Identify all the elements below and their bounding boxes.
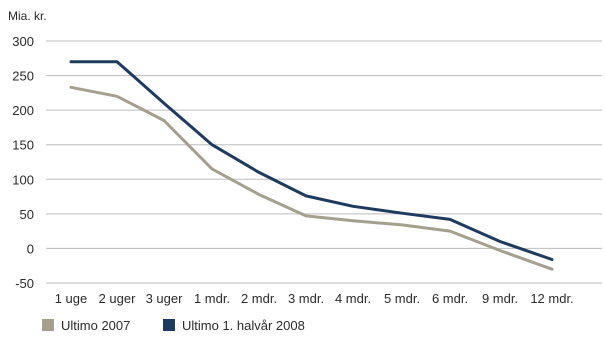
legend: Ultimo 2007 Ultimo 1. halvår 2008 xyxy=(42,318,305,333)
y-tick-label: 300 xyxy=(12,34,34,49)
x-tick-label: 6 mdr. xyxy=(432,291,468,306)
series-lines xyxy=(69,60,554,271)
x-tick-label: 3 mdr. xyxy=(288,291,324,306)
x-tick-label: 2 uger xyxy=(99,291,137,306)
gridlines xyxy=(46,40,602,284)
x-tick-labels: 1 uge 2 uger 3 uger 1 mdr. 2 mdr. 3 mdr. 4 mdr… xyxy=(55,291,574,306)
x-tick-label: 4 mdr. xyxy=(335,291,371,306)
x-tick-label: 3 uger xyxy=(146,291,184,306)
x-tick-label: 5 mdr. xyxy=(384,291,420,306)
legend-label-ultimo-2007: Ultimo 2007 xyxy=(61,318,130,333)
legend-swatch-ultimo-halvaar-2008 xyxy=(163,319,175,331)
y-tick-label: 50 xyxy=(20,207,34,222)
x-tick-label: 9 mdr. xyxy=(482,291,518,306)
y-tick-label: 0 xyxy=(27,241,34,256)
x-tick-label: 1 uge xyxy=(55,291,88,306)
series-line-ultimo-halvaar-2008 xyxy=(69,60,554,261)
y-tick-label: -50 xyxy=(15,276,34,291)
legend-swatch-ultimo-2007 xyxy=(42,319,54,331)
x-tick-label: 2 mdr. xyxy=(241,291,277,306)
y-tick-label: 100 xyxy=(12,172,34,187)
legend-label-ultimo-halvaar-2008: Ultimo 1. halvår 2008 xyxy=(182,318,305,333)
y-tick-labels: 300 250 200 150 100 50 0 -50 xyxy=(12,34,34,291)
series-line-ultimo-2007 xyxy=(69,85,554,271)
x-tick-label: 12 mdr. xyxy=(530,291,573,306)
y-axis-label: Mia. kr. xyxy=(8,9,47,23)
y-tick-label: 250 xyxy=(12,69,34,84)
x-tick-label: 1 mdr. xyxy=(194,291,230,306)
y-tick-label: 150 xyxy=(12,138,34,153)
y-tick-label: 200 xyxy=(12,103,34,118)
